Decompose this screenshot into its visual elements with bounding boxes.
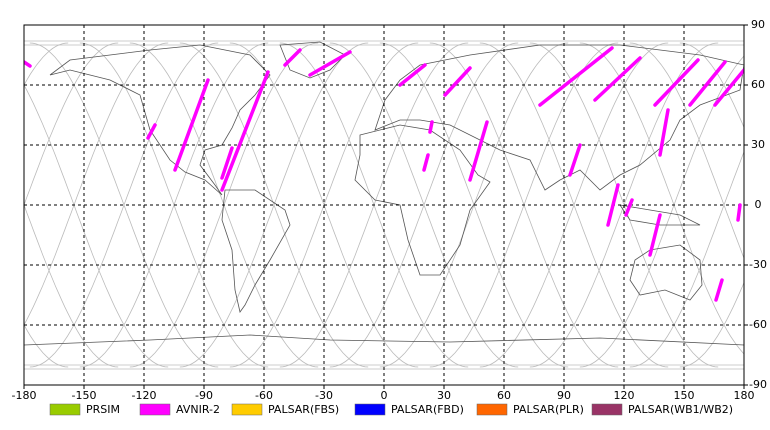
orbit-track xyxy=(24,203,119,368)
legend-swatch xyxy=(476,403,508,416)
acquisition-segment xyxy=(688,60,727,107)
orbit-track xyxy=(29,42,219,368)
orbit-track xyxy=(24,42,119,207)
acquisition-segment xyxy=(283,48,302,67)
x-tick-label: -30 xyxy=(315,389,333,402)
legend-label: PRSIM xyxy=(86,403,120,416)
africa xyxy=(354,124,491,276)
australia xyxy=(629,244,703,301)
orbit-track xyxy=(329,42,519,368)
y-tick-label: -60 xyxy=(749,318,767,331)
acquisition-segment xyxy=(568,143,582,177)
x-tick-label: 30 xyxy=(437,389,451,402)
acquisition-segment xyxy=(398,63,427,87)
legend-label: PALSAR(PLR) xyxy=(513,403,584,416)
x-tick-label: 60 xyxy=(497,389,511,402)
legend: PRSIM AVNIR-2 PALSAR(FBS) PALSAR(FBD) PALSAR… xyxy=(49,403,733,416)
acquisition-segment xyxy=(648,213,662,257)
indonesia xyxy=(619,204,701,226)
acquisition-segment xyxy=(624,198,634,217)
legend-swatch xyxy=(231,403,263,416)
orbit-track xyxy=(179,42,369,368)
x-tick-label: -90 xyxy=(195,389,213,402)
eurasia xyxy=(374,44,744,191)
acquisition-segment xyxy=(220,146,234,180)
legend-swatch xyxy=(49,403,81,416)
x-tick-label: 150 xyxy=(674,389,695,402)
x-tick-label: -150 xyxy=(72,389,97,402)
acquisition-segment xyxy=(593,56,642,102)
legend-label: PALSAR(FBS) xyxy=(268,403,339,416)
y-tick-label: 30 xyxy=(751,138,765,151)
coastlines xyxy=(24,41,744,385)
legend-swatch xyxy=(139,403,171,416)
orbit-track xyxy=(24,42,69,86)
acquisition-segment xyxy=(468,120,489,182)
x-tick-label: 180 xyxy=(734,389,755,402)
legend-label: PALSAR(WB1/WB2) xyxy=(628,403,733,416)
acquisition-segment xyxy=(146,123,157,140)
x-tick-label: 90 xyxy=(557,389,571,402)
acquisition-segment xyxy=(714,278,724,302)
acquisition-segment xyxy=(713,68,744,107)
orbit-track xyxy=(24,324,69,368)
y-tick-label: 0 xyxy=(755,198,762,211)
acquisition-segment xyxy=(308,50,352,77)
y-tick-label: 90 xyxy=(751,18,765,31)
acquisition-segment xyxy=(538,46,614,107)
orbit-track xyxy=(479,42,669,368)
acquisition-segment xyxy=(428,120,434,134)
legend-label: PALSAR(FBD) xyxy=(391,403,464,416)
acquisition-segment xyxy=(736,203,742,222)
x-tick-label: 120 xyxy=(614,389,635,402)
y-tick-label: -90 xyxy=(749,378,767,391)
orbit-track xyxy=(629,42,744,260)
acquisition-segments xyxy=(24,46,744,302)
legend-label: AVNIR-2 xyxy=(176,403,220,416)
acquisition-segment xyxy=(24,60,32,68)
plot-frame xyxy=(23,24,745,386)
south-america xyxy=(221,189,291,313)
orbit-track xyxy=(679,42,744,129)
acquisition-segment xyxy=(653,58,700,107)
y-tick-label: -30 xyxy=(749,258,767,271)
x-tick-label: -120 xyxy=(132,389,157,402)
acquisition-segment xyxy=(443,66,472,97)
acquisition-segment xyxy=(422,153,430,172)
greenland xyxy=(279,41,346,79)
acquisition-segment xyxy=(220,70,270,192)
x-tick-label: -180 xyxy=(12,389,37,402)
y-tick-label: 60 xyxy=(751,78,765,91)
x-tick-label: 0 xyxy=(381,389,388,402)
acquisition-segment xyxy=(606,183,620,227)
legend-swatch xyxy=(354,403,386,416)
acquisition-segment xyxy=(173,78,210,172)
orbit-track xyxy=(679,281,744,368)
antarctica xyxy=(24,334,744,385)
legend-swatch xyxy=(591,403,623,416)
x-tick-label: -60 xyxy=(255,389,273,402)
acquisition-segment xyxy=(658,108,670,157)
